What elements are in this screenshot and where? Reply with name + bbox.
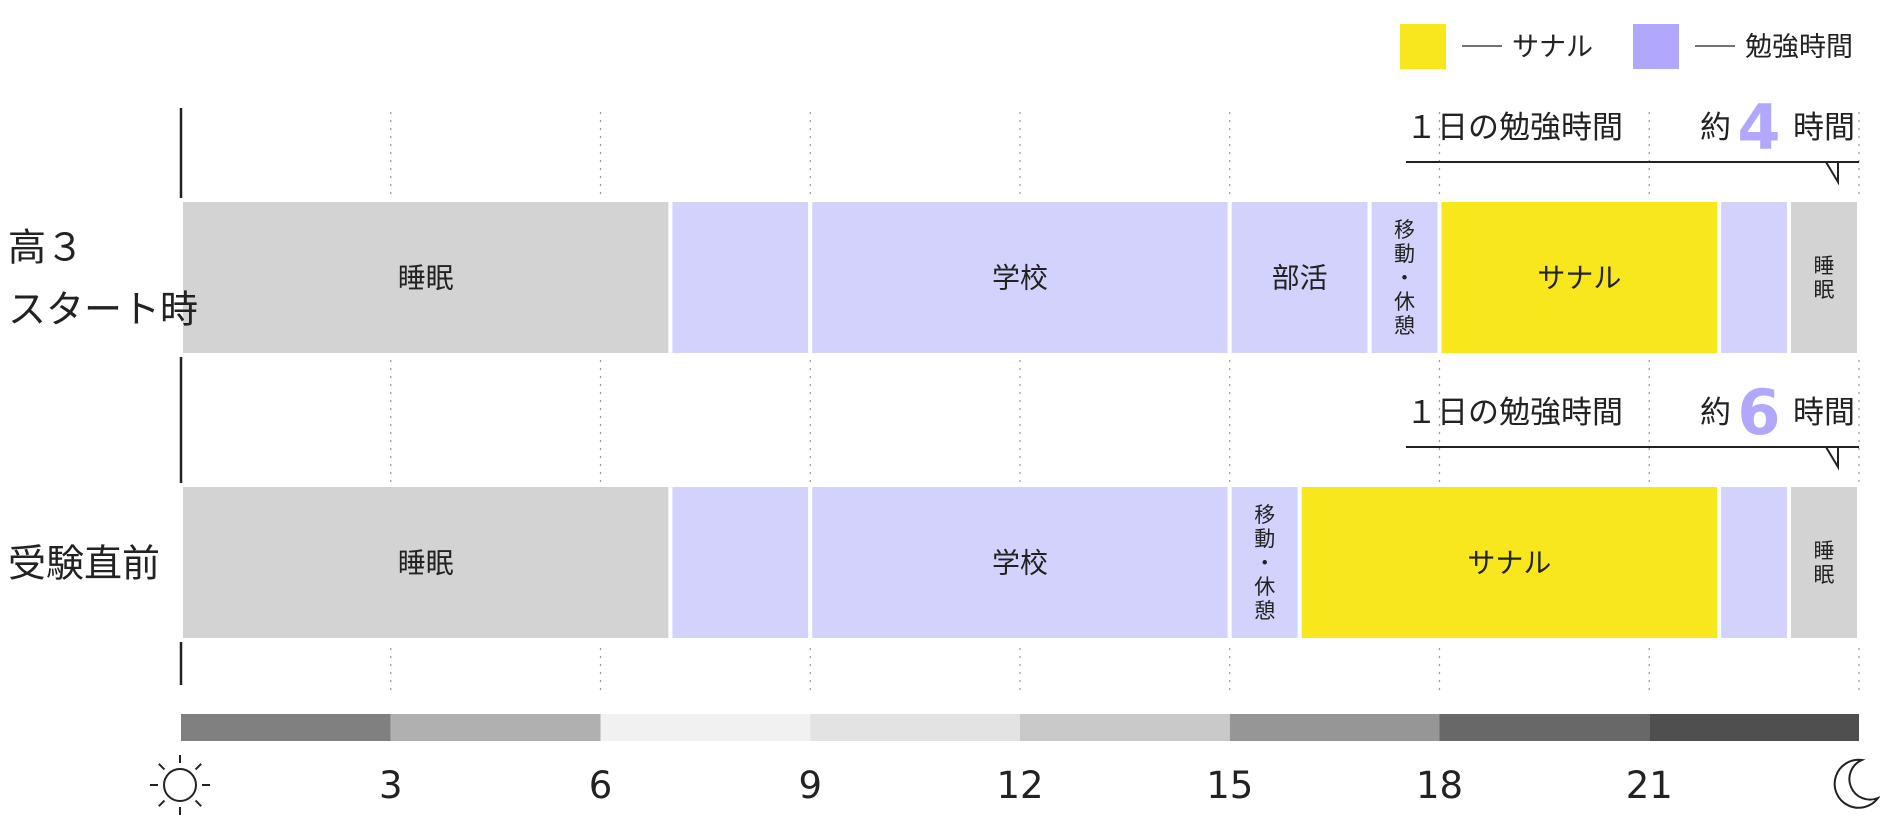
legend-label: 勉強時間 — [1745, 32, 1853, 63]
row-label: スタート時 — [8, 288, 198, 332]
segment-label: 学校 — [992, 262, 1048, 295]
segment-sleep — [179, 483, 673, 642]
segment-study — [1717, 483, 1792, 642]
study-note-bracket — [1406, 161, 1859, 186]
study-note-approx: 約 — [1700, 395, 1731, 431]
daylight-band-segment — [810, 714, 1020, 741]
legend-swatch — [1400, 24, 1446, 69]
daylight-band-segment — [390, 714, 601, 741]
sun-icon-ray — [158, 763, 166, 771]
study-note-value: 4 — [1737, 91, 1780, 164]
segment-study — [1367, 198, 1442, 357]
sun-icon-disc — [163, 768, 197, 802]
x-tick-label: 12 — [996, 764, 1043, 807]
segment-label: 睡眠 — [398, 262, 454, 295]
x-tick-label: 9 — [798, 764, 822, 807]
segment-label: サナル — [1467, 547, 1551, 580]
segment-sleep — [1787, 483, 1862, 642]
segment-study — [808, 198, 1232, 357]
segment-label: 移動・休憩 — [1254, 503, 1275, 623]
segment-label: 睡眠 — [398, 547, 454, 580]
segment-label: 睡眠 — [1814, 539, 1835, 587]
sun-icon-ray — [194, 799, 202, 807]
segment-label: 学校 — [992, 547, 1048, 580]
study-note-approx: 約 — [1700, 110, 1731, 146]
daylight-band-segment — [181, 714, 391, 741]
row-label: 高３ — [8, 226, 84, 270]
study-note-label: １日の勉強時間 — [1406, 110, 1623, 146]
x-tick-label: 3 — [379, 764, 403, 807]
sun-icon-ray — [158, 799, 166, 807]
x-tick-label: 6 — [589, 764, 613, 807]
daylight-band-segment — [1229, 714, 1440, 741]
row-label: 受験直前 — [8, 542, 160, 586]
segment-label: 睡眠 — [1814, 254, 1835, 302]
segment-study — [668, 198, 813, 357]
study-note-unit: 時間 — [1793, 395, 1855, 431]
daylight-band-segment — [600, 714, 811, 741]
daylight-band-segment — [1439, 714, 1650, 741]
segment-sleep — [1787, 198, 1862, 357]
moon-icon — [1833, 758, 1880, 809]
sun-icon — [150, 755, 210, 815]
x-tick-label: 21 — [1626, 764, 1673, 807]
study-note-value: 6 — [1737, 376, 1780, 449]
study-note-label: １日の勉強時間 — [1406, 395, 1623, 431]
segment-sanaru — [1297, 483, 1722, 642]
segment-label: サナル — [1537, 262, 1621, 295]
segment-sleep — [179, 198, 673, 357]
study-note-bracket — [1406, 446, 1859, 471]
segment-study — [1717, 198, 1792, 357]
daylight-band-segment — [1020, 714, 1230, 741]
x-tick-label: 18 — [1416, 764, 1463, 807]
legend-swatch — [1633, 24, 1679, 69]
segment-study — [668, 483, 813, 642]
sun-icon-ray — [194, 763, 202, 771]
segment-label: 移動・休憩 — [1394, 218, 1415, 338]
segment-study — [1227, 483, 1302, 642]
daylight-band-segment — [1649, 714, 1859, 741]
study-note-unit: 時間 — [1793, 110, 1855, 146]
segment-label: 部活 — [1272, 262, 1328, 295]
legend-label: サナル — [1512, 32, 1593, 63]
segment-sanaru — [1437, 198, 1722, 357]
x-tick-label: 15 — [1206, 764, 1253, 807]
